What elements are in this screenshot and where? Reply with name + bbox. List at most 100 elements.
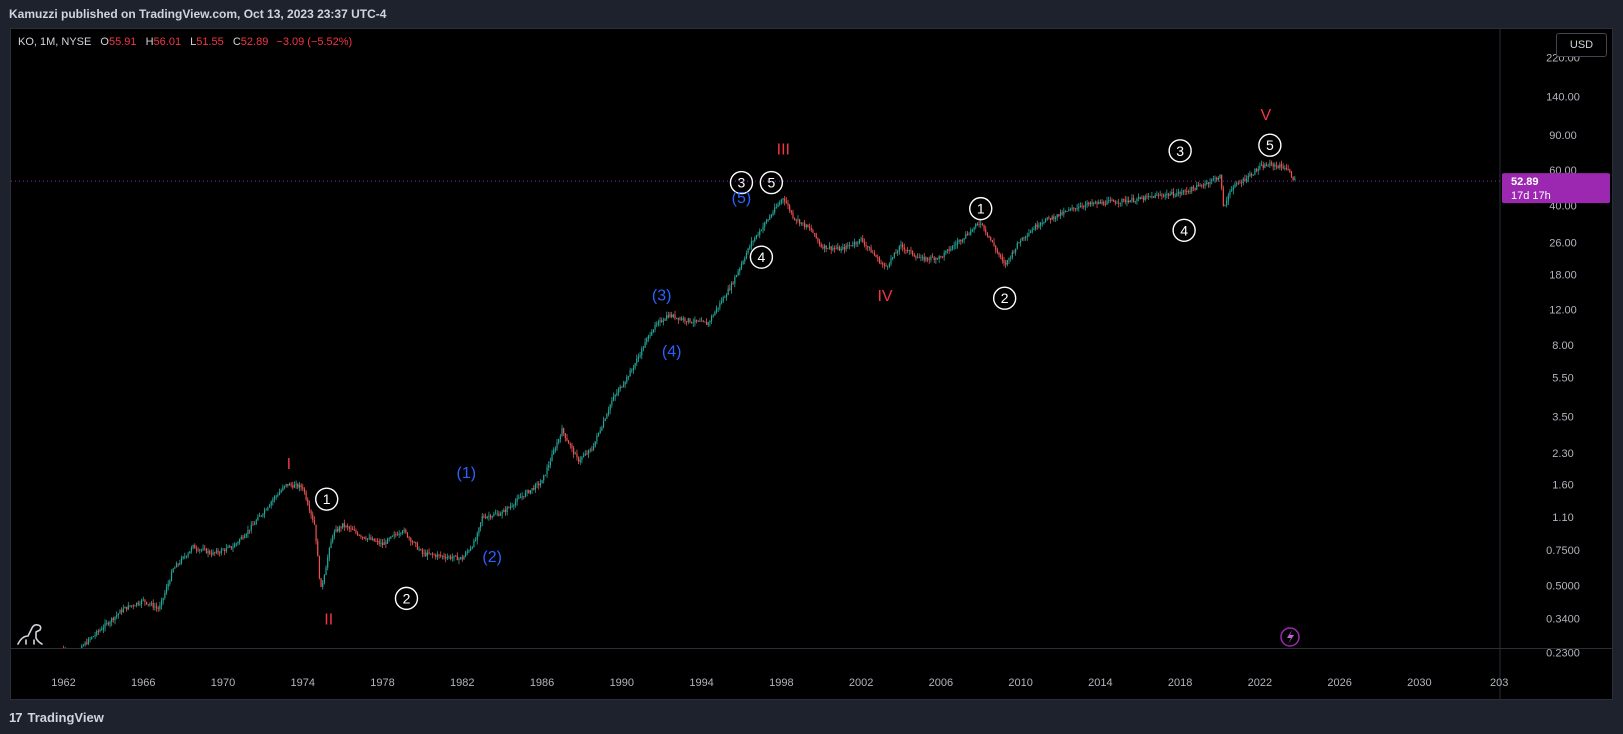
candle-body bbox=[546, 467, 548, 475]
candle-body bbox=[1265, 164, 1268, 166]
last-price-tag[interactable] bbox=[1502, 173, 1610, 204]
candle-body bbox=[217, 550, 219, 553]
candle-body bbox=[669, 314, 671, 318]
candle-body bbox=[159, 605, 161, 609]
wave-label: 2 bbox=[1001, 290, 1009, 306]
tradingview-logo-icon[interactable]: 17 bbox=[9, 709, 23, 725]
lightning-icon[interactable] bbox=[1280, 627, 1300, 647]
candle-body bbox=[268, 505, 271, 508]
candle-body bbox=[863, 241, 866, 245]
candle-body bbox=[1123, 199, 1125, 200]
candle-body bbox=[784, 198, 786, 202]
candle-body bbox=[1252, 174, 1254, 176]
candle-body bbox=[501, 512, 503, 515]
candle-body bbox=[126, 606, 128, 610]
candle-body bbox=[915, 256, 917, 258]
candle-body bbox=[823, 245, 826, 249]
candle-body bbox=[549, 461, 551, 466]
candle-body bbox=[571, 445, 573, 448]
candle-body bbox=[489, 515, 492, 518]
candle-body bbox=[1219, 174, 1221, 178]
candle-body bbox=[830, 246, 832, 250]
publish-line: Kamuzzi published on TradingView.com, Oc… bbox=[9, 7, 387, 21]
candle-body bbox=[493, 513, 495, 517]
currency-button[interactable]: USD bbox=[1556, 33, 1607, 57]
candle-body bbox=[820, 244, 822, 247]
y-tick-label: 18.00 bbox=[1549, 270, 1577, 282]
candle-body bbox=[848, 245, 851, 247]
chart-frame[interactable] bbox=[10, 28, 1613, 700]
candle-body bbox=[960, 240, 962, 242]
candle-body bbox=[647, 335, 650, 339]
candle-body bbox=[295, 484, 297, 485]
candle-body bbox=[1199, 185, 1201, 186]
dino-icon[interactable] bbox=[17, 624, 43, 645]
wave-label: (3) bbox=[652, 288, 672, 305]
candle-body bbox=[616, 393, 618, 395]
footer-brand[interactable]: TradingView bbox=[27, 709, 104, 725]
candle-body bbox=[752, 240, 754, 242]
candle-body bbox=[800, 222, 802, 224]
candle-body bbox=[1244, 178, 1246, 181]
y-tick-label: 0.5000 bbox=[1546, 580, 1580, 592]
candle-body bbox=[1126, 200, 1128, 203]
candle-body bbox=[951, 246, 954, 249]
candle-body bbox=[212, 552, 214, 555]
candle-body bbox=[323, 575, 325, 583]
candle-body bbox=[735, 275, 738, 278]
candle-body bbox=[368, 537, 370, 539]
candle-body bbox=[1016, 242, 1018, 249]
candle-body bbox=[214, 552, 216, 554]
candle-body bbox=[1000, 255, 1002, 257]
candle-body bbox=[400, 533, 402, 534]
candle-body bbox=[446, 557, 448, 559]
wave-label: 4 bbox=[758, 249, 766, 265]
candle-body bbox=[629, 370, 631, 377]
candle-body bbox=[639, 355, 641, 357]
candle-body bbox=[892, 257, 894, 259]
axis-layer[interactable]: 220.00140.0090.0060.0040.0026.0018.0012.… bbox=[51, 53, 1580, 689]
candle-body bbox=[853, 242, 856, 246]
candle-body bbox=[1005, 262, 1007, 265]
candle-body bbox=[322, 582, 324, 587]
last-price-tag-countdown: 17d 17h bbox=[1511, 190, 1551, 202]
candle-body bbox=[769, 216, 771, 220]
candle-body bbox=[353, 529, 355, 531]
candle-body bbox=[1149, 196, 1151, 197]
candle-body bbox=[440, 554, 442, 556]
candle-body bbox=[516, 498, 518, 502]
candle-body bbox=[194, 544, 196, 549]
symbol-legend[interactable]: KO, 1M, NYSE O55.91 H56.01 L51.55 C52.89… bbox=[18, 36, 352, 48]
candle-body bbox=[137, 602, 139, 605]
candle-body bbox=[1264, 164, 1266, 168]
candle-body bbox=[1146, 196, 1148, 197]
candle-body bbox=[981, 223, 984, 225]
candle-body bbox=[509, 506, 512, 508]
candle-body bbox=[576, 453, 578, 458]
candle-body bbox=[1051, 216, 1053, 220]
candle-body bbox=[872, 252, 874, 254]
candle-body bbox=[740, 264, 743, 269]
x-tick-label: 1994 bbox=[689, 677, 713, 689]
candle-body bbox=[596, 435, 598, 442]
candle-body bbox=[1169, 194, 1171, 196]
candle-body bbox=[155, 606, 158, 608]
candle-body bbox=[794, 218, 796, 220]
candle-body bbox=[94, 634, 96, 637]
wave-label-circle bbox=[729, 170, 754, 195]
candle-body bbox=[985, 229, 987, 233]
candle-body bbox=[91, 636, 93, 639]
candle-body bbox=[631, 369, 633, 371]
candle-body bbox=[1287, 168, 1289, 170]
candle-body bbox=[943, 252, 945, 258]
symbol-name[interactable]: KO, 1M, NYSE bbox=[18, 36, 92, 48]
wave-label: 5 bbox=[1266, 137, 1274, 153]
candle-body bbox=[920, 257, 922, 259]
candle-body bbox=[945, 250, 947, 253]
candle-body bbox=[1124, 199, 1126, 203]
candle-body bbox=[1053, 216, 1055, 220]
candle-body bbox=[724, 297, 726, 299]
candle-body bbox=[722, 297, 724, 302]
candle-body bbox=[1028, 233, 1030, 236]
